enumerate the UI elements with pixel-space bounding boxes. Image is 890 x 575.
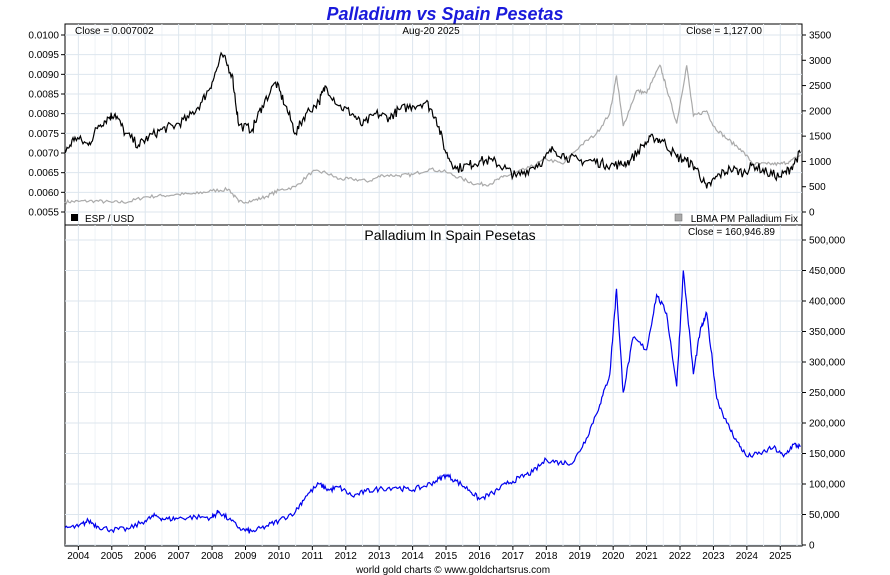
x-tick-label: 2012 (335, 551, 358, 562)
x-tick-label: 2010 (268, 551, 291, 562)
bottom-right-tick-label: 50,000 (809, 510, 840, 521)
legend-swatch-esp (71, 214, 78, 221)
x-tick-label: 2006 (134, 551, 157, 562)
bottom-right-tick-label: 250,000 (809, 388, 846, 399)
x-tick-label: 2009 (234, 551, 257, 562)
series-line-palladium-fix (64, 64, 801, 205)
top-left-tick-label: 0.0085 (28, 90, 59, 101)
legend-palladium-fix: LBMA PM Palladium Fix (691, 214, 798, 225)
x-tick-label: 2025 (769, 551, 792, 562)
top-series (64, 51, 801, 205)
bottom-right-tick-label: 400,000 (809, 297, 846, 308)
legend-swatch-palladium (674, 213, 683, 222)
top-right-tick-label: 0 (809, 208, 815, 219)
chart-title: Palladium vs Spain Pesetas (326, 4, 563, 24)
x-tick-label: 2013 (368, 551, 391, 562)
x-tick-label: 2022 (669, 551, 692, 562)
top-panel: 0.0055 0.0060 0.0065 0.0070 0.0075 0.0080 0.00… (28, 23, 832, 226)
top-left-tick-label: 0.0075 (28, 129, 59, 140)
bottom-right-tick-label: 450,000 (809, 266, 846, 277)
x-tick-label: 2024 (736, 551, 759, 562)
bottom-close-label: Close = 160,946.89 (688, 227, 775, 238)
top-left-tick-label: 0.0100 (28, 31, 59, 42)
bottom-right-tick-label: 500,000 (809, 236, 846, 247)
close-left-label: Close = 0.007002 (75, 26, 154, 37)
top-right-tick-label: 3000 (809, 56, 832, 67)
bottom-grid (65, 225, 802, 546)
x-tick-label: 2021 (635, 551, 658, 562)
top-right-tick-label: 2000 (809, 106, 832, 117)
x-tick-label: 2007 (168, 551, 191, 562)
top-left-axis: 0.0055 0.0060 0.0065 0.0070 0.0075 0.0080 0.00… (28, 31, 65, 219)
top-left-tick-label: 0.0070 (28, 149, 59, 160)
bottom-right-tick-label: 300,000 (809, 358, 846, 369)
top-left-tick-label: 0.0065 (28, 168, 59, 179)
date-label: Aug-20 2025 (402, 26, 460, 37)
x-tick-label: 2014 (401, 551, 424, 562)
top-right-tick-label: 1500 (809, 132, 832, 143)
x-tick-label: 2020 (602, 551, 625, 562)
top-left-tick-label: 0.0080 (28, 109, 59, 120)
top-right-tick-label: 500 (809, 182, 826, 193)
top-left-tick-label: 0.0095 (28, 50, 59, 61)
x-tick-label: 2019 (569, 551, 592, 562)
top-grid (65, 24, 802, 225)
x-tick-label: 2015 (435, 551, 458, 562)
top-left-tick-label: 0.0090 (28, 70, 59, 81)
x-tick-label: 2011 (302, 551, 324, 562)
x-tick-label: 2008 (201, 551, 224, 562)
top-left-tick-label: 0.0060 (28, 188, 59, 199)
bottom-right-tick-label: 200,000 (809, 419, 846, 430)
bottom-right-axis: 0 50,000 100,000 150,000 200,000 250,000 300,0… (802, 236, 846, 552)
x-tick-label: 2005 (101, 551, 124, 562)
top-panel-frame (64, 23, 803, 226)
legend-esp-usd: ESP / USD (85, 214, 134, 225)
bottom-right-tick-label: 150,000 (809, 449, 846, 460)
bottom-panel: 0 50,000 100,000 150,000 200,000 250,000 300,0… (64, 224, 846, 552)
x-tick-label: 2017 (502, 551, 525, 562)
top-left-tick-label: 0.0055 (28, 208, 59, 219)
top-right-axis: 0 500 1000 1500 2000 2500 3000 3500 (802, 31, 832, 219)
series-line-palladium-pesetas (64, 270, 801, 534)
close-right-label: Close = 1,127.00 (686, 26, 762, 37)
bottom-right-tick-label: 350,000 (809, 327, 846, 338)
bottom-right-tick-label: 0 (809, 541, 815, 552)
x-tick-label: 2018 (535, 551, 558, 562)
footer-credit: world gold charts © www.goldchartsrus.co… (355, 565, 550, 575)
x-tick-label: 2004 (67, 551, 90, 562)
bottom-subtitle: Palladium In Spain Pesetas (364, 227, 535, 243)
top-right-tick-label: 3500 (809, 31, 832, 42)
top-right-tick-label: 1000 (809, 157, 832, 168)
x-axis: 2004 2005 2006 2007 2008 2009 2010 2011 2012 2013… (67, 546, 792, 562)
bottom-series (64, 270, 801, 534)
bottom-panel-frame (64, 224, 803, 547)
top-right-tick-label: 2500 (809, 81, 832, 92)
x-tick-label: 2016 (468, 551, 491, 562)
series-line-esp-usd (64, 51, 801, 189)
bottom-right-tick-label: 100,000 (809, 480, 846, 491)
x-tick-label: 2023 (702, 551, 725, 562)
